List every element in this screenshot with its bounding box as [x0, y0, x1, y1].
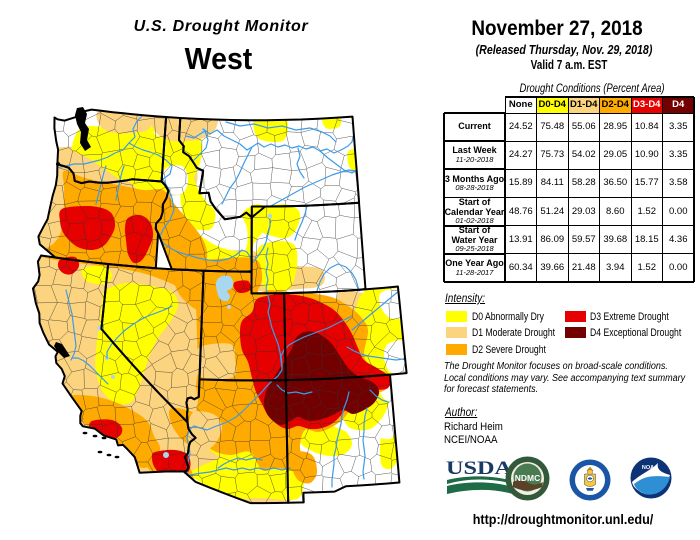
svg-text:USDA: USDA [446, 459, 513, 479]
svg-text:NOAA: NOAA [642, 465, 658, 471]
svg-text:NDMC: NDMC [515, 473, 541, 483]
